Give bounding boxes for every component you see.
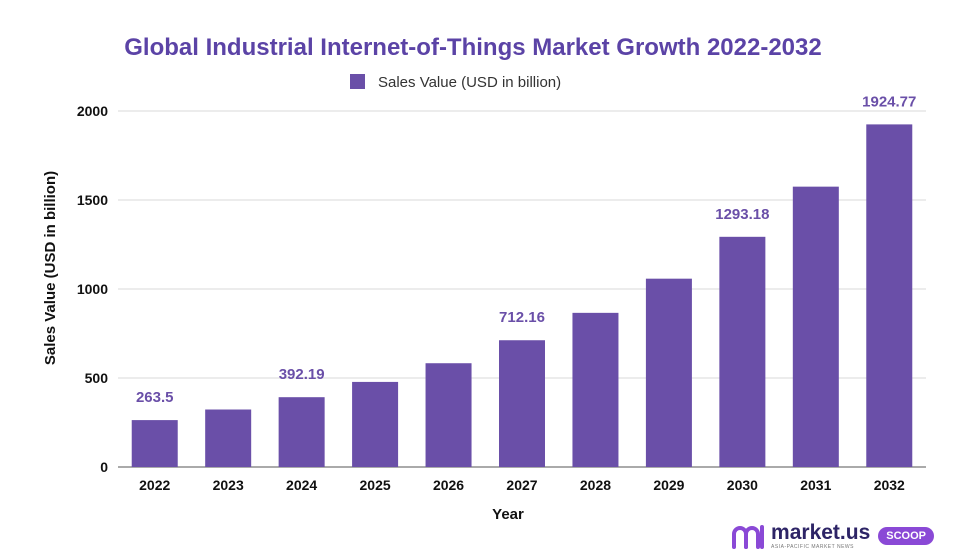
gridlines <box>118 110 926 468</box>
bar-2030 <box>719 236 766 467</box>
data-label-2030: 1293.18 <box>715 206 769 223</box>
x-axis-ticks: 2022 2023 2024 2025 2026 2027 2028 2029 2030 2031… <box>139 477 905 493</box>
bar-2028 <box>572 312 619 467</box>
x-axis-title: Year <box>492 506 524 523</box>
data-label-2024: 392.19 <box>279 366 325 383</box>
x-tick-label: 2029 <box>653 477 684 493</box>
x-tick-label: 2022 <box>139 477 170 493</box>
bar-2023 <box>205 409 252 467</box>
brand-tagline: ASIA-PACIFIC MARKET NEWS <box>771 544 854 550</box>
y-tick-label: 1500 <box>77 192 108 208</box>
legend-swatch <box>350 74 365 89</box>
y-tick-label: 2000 <box>77 103 108 119</box>
bar-2032 <box>866 124 913 468</box>
y-tick-label: 500 <box>85 370 109 386</box>
bars <box>131 124 913 468</box>
y-axis-ticks: 0 500 1000 1500 2000 <box>77 103 108 475</box>
data-label-2022: 263.5 <box>136 389 174 406</box>
data-label-2027: 712.16 <box>499 309 545 326</box>
x-tick-label: 2032 <box>874 477 905 493</box>
legend-label: Sales Value (USD in billion) <box>378 74 561 91</box>
x-tick-label: 2024 <box>286 477 317 493</box>
chart-title: Global Industrial Internet-of-Things Mar… <box>124 34 821 61</box>
brand-logo: market.us ASIA-PACIFIC MARKET NEWS SCOOP <box>731 522 934 550</box>
bar-2031 <box>792 186 839 467</box>
x-tick-label: 2028 <box>580 477 611 493</box>
x-tick-label: 2025 <box>360 477 391 493</box>
bar-2024 <box>278 397 325 467</box>
y-tick-label: 1000 <box>77 281 108 297</box>
x-tick-label: 2031 <box>800 477 831 493</box>
data-labels: 263.5 392.19 712.16 1293.18 1924.77 <box>136 93 916 406</box>
brand-badge: SCOOP <box>878 527 934 545</box>
legend: Sales Value (USD in billion) <box>350 74 561 91</box>
x-tick-label: 2027 <box>506 477 537 493</box>
x-tick-label: 2030 <box>727 477 758 493</box>
x-tick-label: 2023 <box>213 477 244 493</box>
bar-2022 <box>131 420 178 467</box>
brand-name: market.us <box>771 521 871 544</box>
data-label-2032: 1924.77 <box>862 93 916 110</box>
bar-2029 <box>645 278 692 467</box>
y-tick-label: 0 <box>100 459 108 475</box>
bar-2027 <box>499 340 545 467</box>
y-axis-title: Sales Value (USD in billion) <box>42 171 59 365</box>
x-tick-label: 2026 <box>433 477 464 493</box>
bar-2025 <box>352 381 399 467</box>
bar-2026 <box>425 363 472 467</box>
market-us-logo-icon <box>732 525 765 549</box>
